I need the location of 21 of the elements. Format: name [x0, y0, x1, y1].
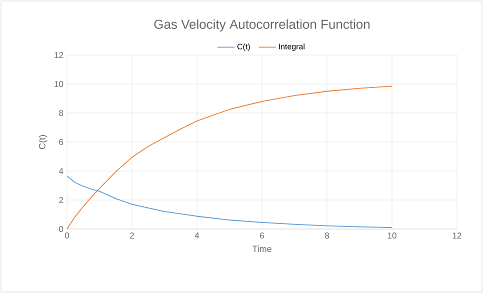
x-tick-label: 0 [64, 232, 70, 239]
legend-label: Integral [279, 44, 304, 51]
y-tick-label: 12 [54, 52, 64, 58]
x-axis-title: Time [252, 245, 272, 252]
legend-label: C(t) [237, 44, 250, 51]
y-tick-label: 2 [59, 197, 64, 203]
y-tick-label: 8 [59, 110, 64, 116]
y-tick-label: 6 [59, 139, 64, 146]
line-series [67, 86, 392, 229]
x-tick-label: 2 [130, 232, 134, 238]
y-tick-label: 4 [58, 168, 64, 174]
line-series [67, 176, 392, 228]
x-tick-label: 6 [260, 232, 264, 239]
y-tick-label: 10 [54, 81, 64, 88]
x-tick-label: 12 [452, 232, 462, 238]
chart-title: Gas Velocity Autocorrelation Function [154, 19, 370, 32]
y-tick-label: 0 [59, 226, 64, 232]
x-tick-label: 4 [194, 232, 200, 238]
x-tick-label: 8 [325, 232, 329, 239]
y-axis-title: C(t) [38, 135, 48, 150]
x-tick-label: 10 [388, 232, 396, 239]
